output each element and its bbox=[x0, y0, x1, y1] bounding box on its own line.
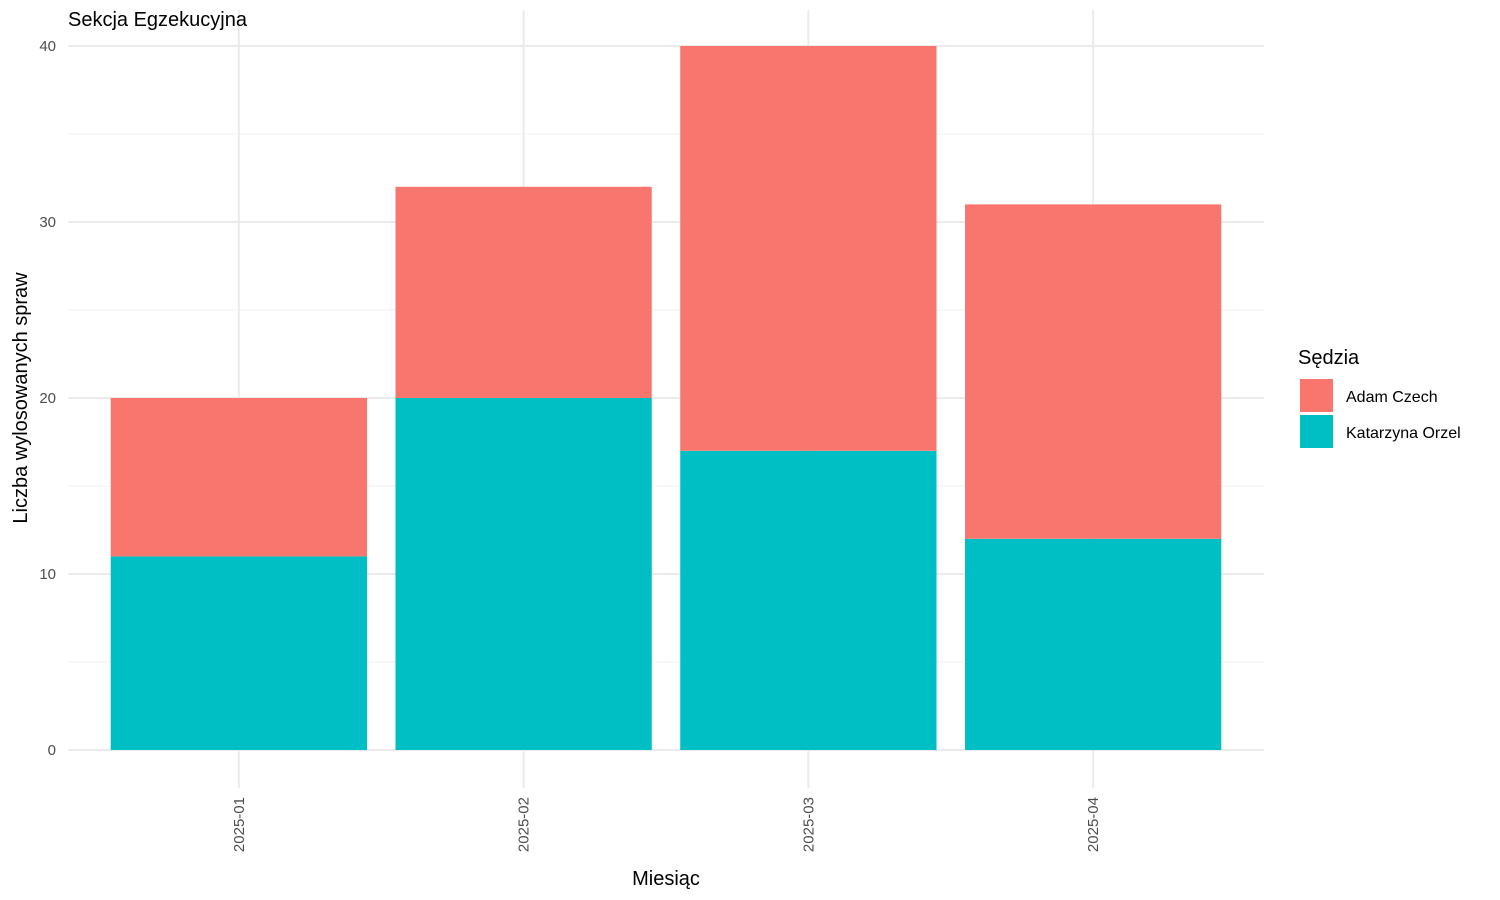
legend-label: Adam Czech bbox=[1346, 389, 1438, 406]
bars bbox=[110, 46, 1222, 750]
bar-segment bbox=[680, 46, 937, 451]
legend-items: Adam Czech Katarzyna Orzel bbox=[1300, 379, 1461, 448]
chart-title: Sekcja Egzekucyjna bbox=[68, 9, 248, 31]
y-axis-title: Liczba wylosowanych spraw bbox=[10, 272, 32, 524]
y-tick-label: 0 bbox=[48, 742, 56, 759]
x-tick-label: 2025-04 bbox=[1085, 797, 1102, 852]
y-tick-label: 10 bbox=[39, 566, 56, 583]
x-tick-label: 2025-02 bbox=[516, 797, 533, 852]
y-tick-label: 40 bbox=[39, 38, 56, 55]
x-tick-label: 2025-01 bbox=[231, 797, 248, 852]
bar-segment bbox=[395, 398, 652, 750]
bar-segment bbox=[395, 186, 652, 398]
y-tick-label: 30 bbox=[39, 214, 56, 231]
legend-label: Katarzyna Orzel bbox=[1346, 425, 1461, 442]
legend: Sędzia Adam Czech Katarzyna Orzel bbox=[1298, 347, 1461, 448]
x-axis-ticks: 2025-01 2025-02 2025-03 2025-04 bbox=[231, 797, 1102, 852]
bar-segment bbox=[680, 450, 937, 750]
x-tick-label: 2025-03 bbox=[800, 797, 817, 852]
bar-segment bbox=[965, 538, 1222, 750]
legend-title: Sędzia bbox=[1298, 347, 1360, 369]
y-tick-label: 20 bbox=[39, 390, 56, 407]
bar-segment bbox=[965, 204, 1222, 539]
y-axis-ticks: 0 10 20 30 40 bbox=[39, 38, 56, 759]
legend-swatch bbox=[1300, 415, 1333, 448]
legend-swatch bbox=[1300, 379, 1333, 412]
x-axis-title: Miesiąc bbox=[632, 868, 700, 890]
bar-segment bbox=[110, 398, 367, 557]
bar-segment bbox=[110, 556, 367, 750]
